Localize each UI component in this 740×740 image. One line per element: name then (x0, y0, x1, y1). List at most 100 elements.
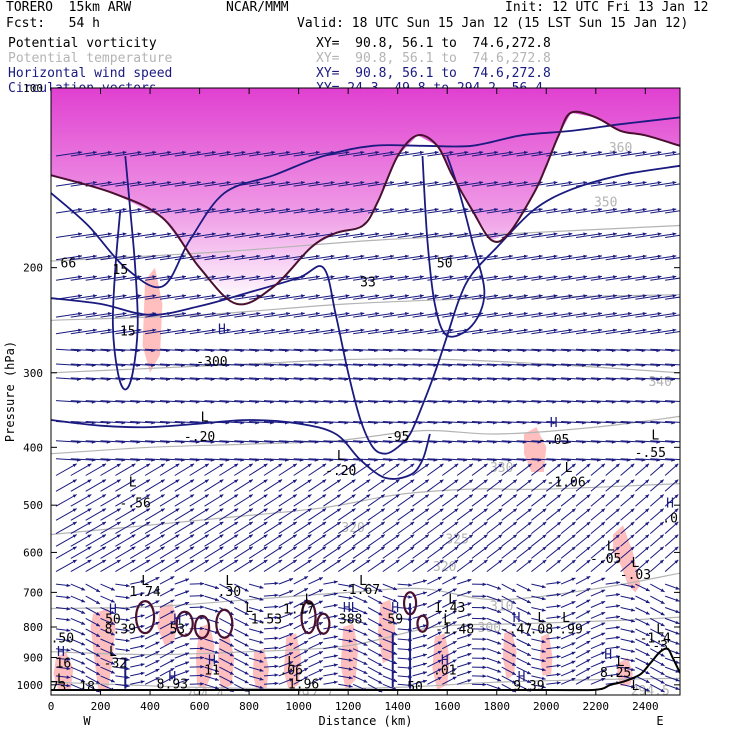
circulation-vector-head (292, 534, 297, 538)
circulation-vector-head (278, 494, 283, 498)
circulation-vector (427, 294, 454, 300)
circulation-vector-head (598, 328, 602, 332)
circulation-vector-head (155, 622, 160, 626)
circulation-vector-head (439, 546, 444, 551)
circulation-vector-head (405, 150, 409, 155)
circulation-vector (531, 458, 557, 461)
circulation-vector (427, 275, 454, 281)
circulation-vector-head (557, 494, 561, 499)
circulation-vector-head (631, 685, 635, 689)
circulation-vector-head (286, 150, 290, 155)
circulation-vector (115, 181, 142, 187)
circulation-vector (338, 363, 364, 366)
circulation-vector (100, 377, 126, 380)
circulation-vector-head (452, 576, 457, 580)
circulation-vector (204, 494, 224, 507)
extrema-label: H (666, 497, 674, 512)
extrema-label: L (337, 449, 345, 464)
circulation-vector-head (557, 479, 561, 484)
circulation-vector (70, 329, 97, 335)
circulation-vector-head (360, 232, 365, 236)
circulation-vector (323, 400, 349, 403)
circulation-vector (219, 329, 246, 335)
circulation-vector-head (660, 622, 665, 627)
circulation-vector-head (301, 150, 305, 155)
circulation-vector-head (437, 650, 442, 655)
circulation-vector (219, 377, 245, 380)
circulation-vector-head (72, 508, 77, 512)
extrema-label: 50 (105, 613, 121, 628)
circulation-vector-head (542, 559, 547, 564)
circulation-vector-head (234, 559, 239, 564)
circulation-vector-head (571, 669, 576, 673)
circulation-vector-head (675, 651, 680, 655)
circulation-vector (457, 329, 484, 335)
circulation-vector (174, 255, 201, 261)
circulation-vector-head (322, 559, 327, 564)
circulation-vector (159, 312, 187, 318)
circulation-vector (85, 421, 111, 424)
circulation-vector (516, 312, 543, 318)
circulation-vector-head (686, 364, 690, 367)
circulation-vector (323, 421, 349, 424)
circulation-vector-head (274, 636, 279, 640)
circulation-vector-head (675, 678, 680, 682)
circulation-vector (100, 421, 126, 424)
circulation-vector (338, 377, 364, 380)
circulation-vector-head (601, 632, 606, 636)
circulation-vector (130, 458, 155, 461)
circulation-vector-head (393, 678, 398, 682)
circulation-vector (145, 151, 172, 157)
circulation-vector-head (615, 494, 620, 499)
circulation-vector-head (304, 650, 308, 654)
circulation-vector (575, 233, 603, 238)
circulation-vector (174, 181, 201, 187)
circulation-vector-head (204, 559, 209, 564)
circulation-vector (55, 521, 77, 535)
circulation-vector (189, 534, 210, 547)
circulation-vector (665, 183, 680, 187)
extrema-label: H (57, 645, 65, 660)
circulation-vector (219, 463, 239, 476)
circulation-vector (234, 463, 254, 476)
circulation-vector (115, 151, 142, 157)
circulation-vector-head (137, 254, 142, 259)
circulation-vector-head (116, 463, 121, 468)
circulation-vector (55, 421, 81, 424)
circulation-vector (204, 294, 231, 300)
circulation-vector-head (78, 294, 82, 298)
circulation-vector (665, 314, 680, 318)
circulation-vector-head (512, 588, 516, 592)
circulation-vector-head (292, 559, 297, 564)
circulation-vector (323, 348, 349, 352)
circulation-vector-head (333, 603, 338, 608)
circulation-vector-head (627, 208, 632, 212)
circulation-vector-head (155, 641, 160, 645)
circulation-vector-head (348, 584, 353, 588)
circulation-vector-head (424, 463, 429, 468)
circulation-vector (605, 421, 631, 424)
circulation-vector-head (248, 479, 253, 483)
circulation-vector-head (170, 641, 175, 645)
circulation-vector (367, 458, 393, 461)
circulation-vector-head (583, 208, 588, 212)
circulation-vector-head (498, 463, 503, 468)
circulation-vector (248, 534, 268, 547)
circulation-vector-head (674, 508, 679, 513)
circulation-vector-head (234, 479, 239, 483)
circulation-vector-head (630, 508, 635, 513)
circulation-vector (70, 521, 92, 535)
circulation-vector-head (140, 654, 145, 658)
circulation-vector (55, 348, 81, 352)
circulation-vector-head (131, 559, 136, 564)
circulation-vector (70, 233, 97, 238)
circulation-vector (620, 181, 647, 187)
circulation-vector-head (363, 587, 368, 591)
circulation-vector-head (122, 232, 127, 236)
theta-contour (51, 483, 680, 536)
circulation-vector (85, 463, 107, 476)
circulation-vector (204, 255, 231, 261)
circulation-vector (665, 377, 680, 380)
circulation-vector-head (660, 662, 665, 666)
circulation-vector-head (437, 641, 442, 645)
